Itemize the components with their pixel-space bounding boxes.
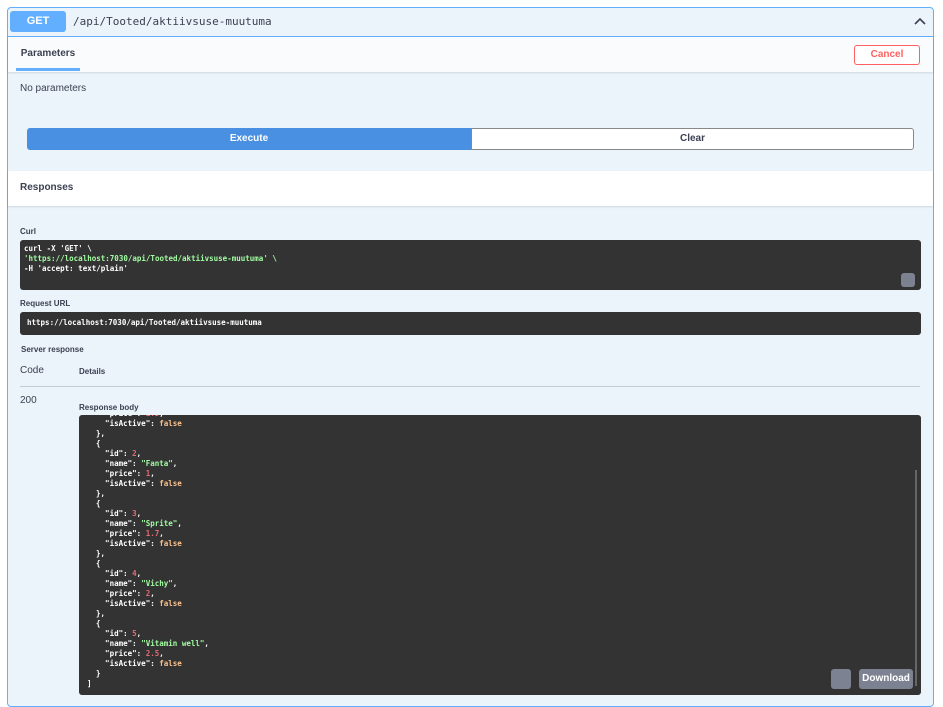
operation-block: GET /api/Tooted/aktiivsuse-muutuma Param… [7, 7, 934, 707]
request-url-label: Request URL [20, 299, 71, 308]
copy-icon[interactable] [831, 669, 851, 689]
json-line: "name": "Sprite", [87, 519, 182, 528]
response-code: 200 [20, 395, 37, 406]
scrollbar[interactable] [915, 470, 917, 686]
json-line: "isActive": false [87, 659, 182, 668]
download-button[interactable]: Download [859, 669, 913, 689]
no-parameters-text: No parameters [20, 83, 87, 94]
responses-header: Responses [8, 171, 933, 206]
json-line: "price": 2.5, [87, 649, 164, 658]
clear-button[interactable]: Clear [471, 128, 914, 150]
copy-icon[interactable] [901, 273, 915, 287]
curl-block: curl -X 'GET' \ 'https://localhost:7030/… [20, 240, 921, 290]
request-url-block: https://localhost:7030/api/Tooted/aktiiv… [20, 312, 921, 335]
response-body-label: Response body [79, 403, 139, 412]
json-line: ] [87, 679, 92, 688]
json-line: "name": "Vichy", [87, 579, 178, 588]
json-line: { [87, 499, 101, 508]
method-badge: GET [10, 11, 66, 32]
json-line: "id": 5, [87, 629, 142, 638]
divider [20, 386, 920, 387]
curl-line: -H 'accept: text/plain' [24, 264, 128, 273]
chevron-up-icon[interactable] [913, 14, 927, 28]
json-line: "price": 2, [87, 589, 155, 598]
curl-label: Curl [20, 227, 36, 236]
json-line: { [87, 619, 101, 628]
json-line: "price": 1, [87, 469, 155, 478]
json-line: { [87, 439, 101, 448]
details-header: Details [79, 367, 106, 376]
json-line: { [87, 559, 101, 568]
json-line: }, [87, 609, 106, 618]
operation-header[interactable]: GET /api/Tooted/aktiivsuse-muutuma [8, 8, 933, 37]
json-line: "isActive": false [87, 479, 182, 488]
curl-line: curl -X 'GET' \ [24, 244, 92, 253]
cancel-button[interactable]: Cancel [854, 45, 920, 65]
operation-path: /api/Tooted/aktiivsuse-muutuma [73, 15, 272, 28]
json-line: } [87, 669, 101, 678]
json-line: }, [87, 549, 106, 558]
server-response-label: Server response [21, 345, 84, 354]
tab-parameters[interactable]: Parameters [16, 37, 80, 71]
json-line: "id": 3, [87, 509, 142, 518]
execute-button[interactable]: Execute [27, 128, 471, 150]
parameters-bar: Parameters Cancel [8, 37, 933, 72]
response-body-code: "price": 1.5, "isActive": false }, { "id… [87, 415, 209, 689]
json-line: "price": 1.7, [87, 529, 164, 538]
json-line: "price": 1.5, [87, 415, 164, 418]
responses-title: Responses [20, 182, 74, 193]
json-line: "name": "Vitamin well", [87, 639, 209, 648]
curl-line: 'https://localhost:7030/api/Tooted/aktii… [24, 254, 277, 263]
json-line: "isActive": false [87, 539, 182, 548]
json-line: "name": "Fanta", [87, 459, 178, 468]
json-line: "id": 2, [87, 449, 142, 458]
code-header: Code [20, 365, 44, 376]
response-body[interactable]: "price": 1.5, "isActive": false }, { "id… [79, 415, 921, 695]
json-line: "isActive": false [87, 599, 182, 608]
json-line: }, [87, 489, 106, 498]
json-line: "isActive": false [87, 419, 182, 428]
json-line: }, [87, 429, 106, 438]
json-line: "id": 4, [87, 569, 142, 578]
